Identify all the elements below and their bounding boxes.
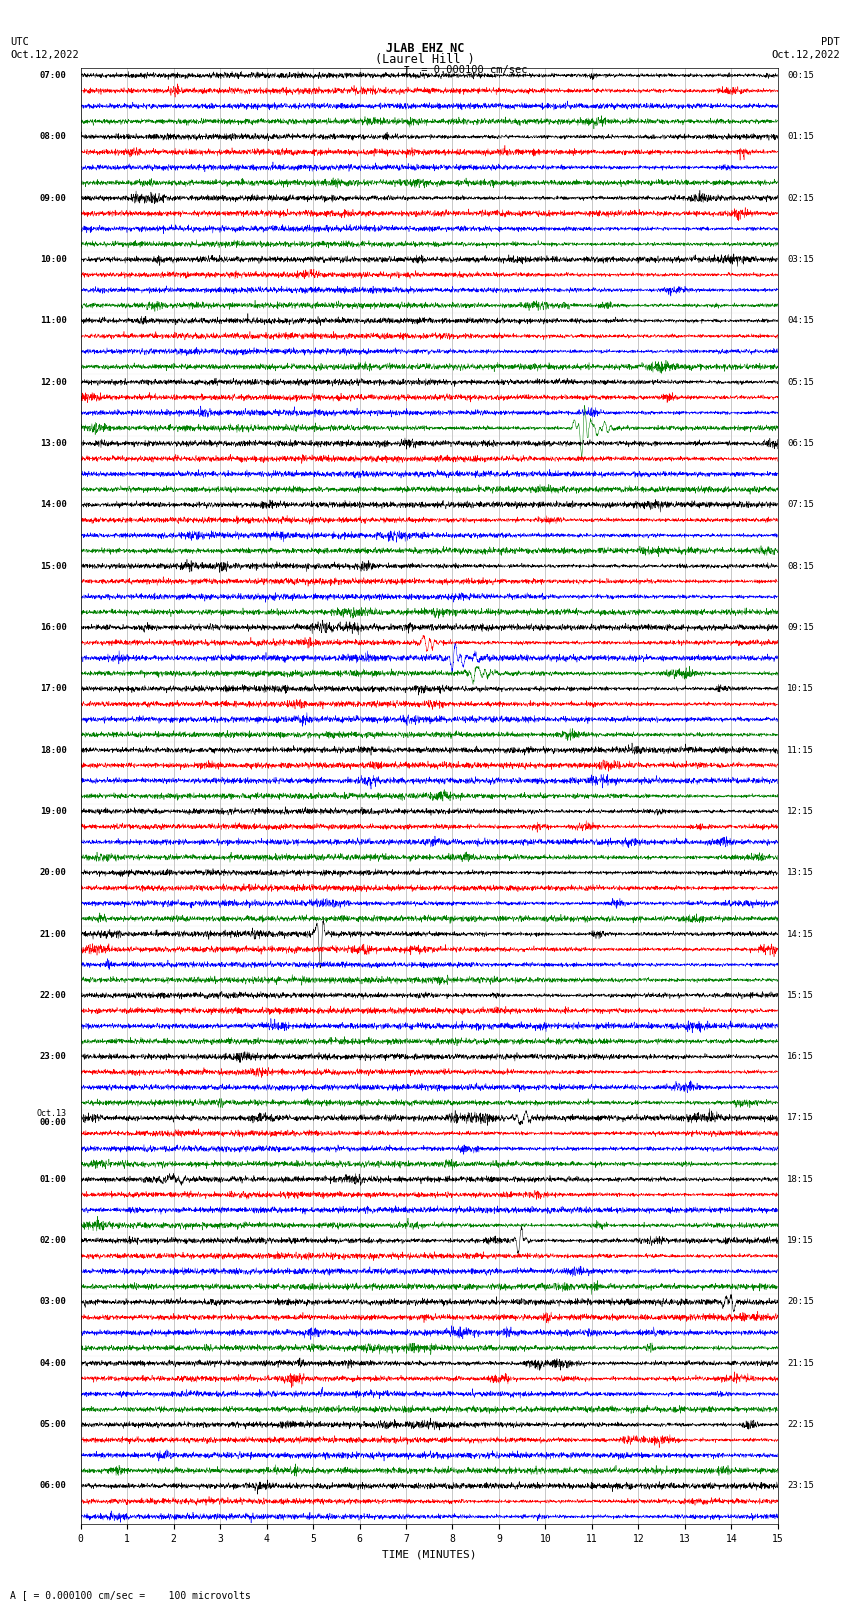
Text: 05:00: 05:00 xyxy=(40,1419,67,1429)
Text: 09:00: 09:00 xyxy=(40,194,67,203)
Text: 00:00: 00:00 xyxy=(40,1118,67,1127)
Text: 18:00: 18:00 xyxy=(40,745,67,755)
Text: 09:15: 09:15 xyxy=(787,623,814,632)
Text: 19:00: 19:00 xyxy=(40,806,67,816)
Text: UTC: UTC xyxy=(10,37,29,47)
Text: 02:15: 02:15 xyxy=(787,194,814,203)
Text: (Laurel Hill ): (Laurel Hill ) xyxy=(375,53,475,66)
Text: 18:15: 18:15 xyxy=(787,1174,814,1184)
Text: 11:00: 11:00 xyxy=(40,316,67,326)
Text: 17:00: 17:00 xyxy=(40,684,67,694)
Text: 22:00: 22:00 xyxy=(40,990,67,1000)
Text: 13:15: 13:15 xyxy=(787,868,814,877)
Text: 08:00: 08:00 xyxy=(40,132,67,142)
Text: 21:15: 21:15 xyxy=(787,1358,814,1368)
Text: 00:15: 00:15 xyxy=(787,71,814,81)
Text: Oct.12,2022: Oct.12,2022 xyxy=(771,50,840,60)
Text: 10:15: 10:15 xyxy=(787,684,814,694)
Text: 02:00: 02:00 xyxy=(40,1236,67,1245)
Text: 16:15: 16:15 xyxy=(787,1052,814,1061)
Text: 14:00: 14:00 xyxy=(40,500,67,510)
Text: 01:00: 01:00 xyxy=(40,1174,67,1184)
Text: 14:15: 14:15 xyxy=(787,929,814,939)
Text: 01:15: 01:15 xyxy=(787,132,814,142)
Text: 19:15: 19:15 xyxy=(787,1236,814,1245)
Text: 07:00: 07:00 xyxy=(40,71,67,81)
Text: 05:15: 05:15 xyxy=(787,377,814,387)
Text: 12:15: 12:15 xyxy=(787,806,814,816)
Text: 03:15: 03:15 xyxy=(787,255,814,265)
Text: 21:00: 21:00 xyxy=(40,929,67,939)
Text: PDT: PDT xyxy=(821,37,840,47)
Text: 20:15: 20:15 xyxy=(787,1297,814,1307)
Text: 23:15: 23:15 xyxy=(787,1481,814,1490)
Text: 03:00: 03:00 xyxy=(40,1297,67,1307)
Text: 06:00: 06:00 xyxy=(40,1481,67,1490)
Text: Oct.13: Oct.13 xyxy=(37,1108,67,1118)
Text: 20:00: 20:00 xyxy=(40,868,67,877)
Text: 17:15: 17:15 xyxy=(787,1113,814,1123)
Text: 06:15: 06:15 xyxy=(787,439,814,448)
Text: 15:00: 15:00 xyxy=(40,561,67,571)
Text: 10:00: 10:00 xyxy=(40,255,67,265)
Text: 13:00: 13:00 xyxy=(40,439,67,448)
X-axis label: TIME (MINUTES): TIME (MINUTES) xyxy=(382,1550,477,1560)
Text: 08:15: 08:15 xyxy=(787,561,814,571)
Text: A [ = 0.000100 cm/sec =    100 microvolts: A [ = 0.000100 cm/sec = 100 microvolts xyxy=(10,1590,251,1600)
Text: 16:00: 16:00 xyxy=(40,623,67,632)
Text: 07:15: 07:15 xyxy=(787,500,814,510)
Text: Oct.12,2022: Oct.12,2022 xyxy=(10,50,79,60)
Text: 12:00: 12:00 xyxy=(40,377,67,387)
Text: 04:15: 04:15 xyxy=(787,316,814,326)
Text: 23:00: 23:00 xyxy=(40,1052,67,1061)
Text: = 0.000100 cm/sec: = 0.000100 cm/sec xyxy=(415,65,527,74)
Text: 11:15: 11:15 xyxy=(787,745,814,755)
Text: I: I xyxy=(403,65,410,77)
Text: JLAB EHZ NC: JLAB EHZ NC xyxy=(386,42,464,55)
Text: 22:15: 22:15 xyxy=(787,1419,814,1429)
Text: 15:15: 15:15 xyxy=(787,990,814,1000)
Text: 04:00: 04:00 xyxy=(40,1358,67,1368)
